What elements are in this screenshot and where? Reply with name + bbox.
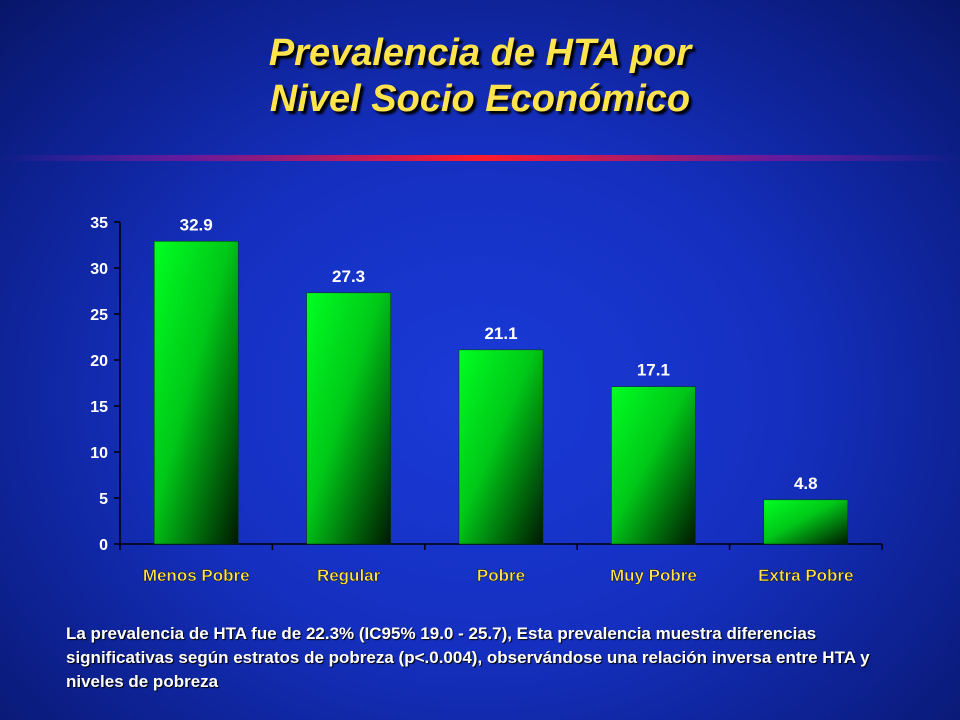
caption-text: La prevalencia de HTA fue de 22.3% (IC95… (66, 624, 870, 691)
bar-pobre (458, 349, 544, 545)
data-label: 17.1 (637, 361, 670, 380)
bar-regular (306, 292, 391, 545)
y-tick-label: 10 (90, 445, 108, 462)
data-label: 4.8 (794, 474, 818, 493)
title-line-2: Nivel Socio Económico (269, 78, 691, 120)
data-label: 27.3 (332, 267, 365, 286)
y-tick-label: 20 (90, 353, 108, 370)
y-tick-label: 0 (99, 537, 108, 554)
title-divider (0, 155, 960, 161)
slide-title: Prevalencia de HTA por Nivel Socio Econó… (0, 30, 960, 122)
title-line-1: Prevalencia de HTA por (268, 32, 692, 74)
bar-muy-pobre (611, 386, 696, 545)
y-tick-label: 30 (90, 261, 108, 278)
y-tick-label: 35 (90, 215, 108, 232)
category-label: Extra Pobre (758, 566, 853, 585)
category-label: Muy Pobre (610, 566, 697, 585)
y-tick-label: 5 (99, 491, 108, 508)
y-tick-label: 25 (90, 307, 108, 324)
data-label: 21.1 (484, 324, 517, 343)
data-label: 32.9 (180, 215, 213, 234)
bar-extra-pobre (763, 499, 849, 545)
category-label: Menos Pobre (143, 566, 250, 585)
bar-menos-pobre (153, 241, 239, 545)
category-label: Pobre (477, 566, 525, 585)
category-label: Regular (317, 566, 381, 585)
y-tick-label: 15 (90, 399, 108, 416)
